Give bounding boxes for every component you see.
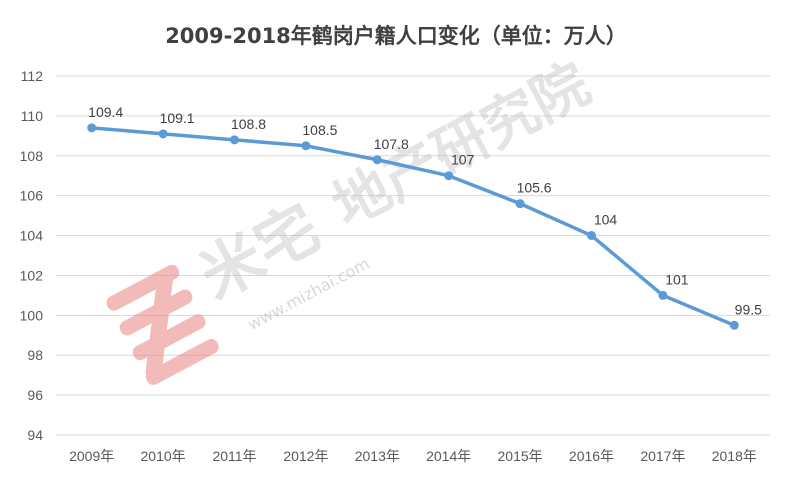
y-tick-label: 110 [21,108,44,124]
y-axis-ticks: 94 96 98 100 102 104 106 108 110 112 [20,68,44,443]
data-point [372,155,382,165]
series-line [89,126,737,328]
data-point [444,171,454,181]
data-point [230,135,239,145]
data-label: 99.5 [735,301,762,317]
data-label: 105.6 [517,180,552,196]
data-point [729,320,739,330]
data-label: 107.8 [374,136,409,152]
y-tick-label: 100 [20,307,44,323]
data-label: 109.4 [88,104,123,120]
watermark-sub: 地产研究院 [323,51,601,240]
data-point [87,123,97,133]
data-point [658,290,668,300]
x-tick-label: 2009年 [69,448,114,464]
x-tick-label: 2018年 [712,448,757,464]
x-tick-label: 2010年 [141,448,186,464]
x-tick-label: 2016年 [569,448,614,464]
y-tick-label: 94 [27,427,43,443]
data-points [87,123,739,330]
data-label: 108.5 [302,122,337,138]
data-label: 109.1 [160,110,195,126]
gridlines [56,75,770,436]
y-tick-label: 98 [27,347,43,363]
watermark: 米宅 地产研究院 www.mizhai.com [106,51,601,385]
data-point [158,129,168,139]
data-point [515,199,525,209]
y-tick-label: 96 [27,387,43,403]
y-tick-label: 104 [20,228,44,244]
x-tick-label: 2011年 [212,448,256,464]
data-label: 101 [665,271,689,287]
x-tick-label: 2013年 [355,448,400,464]
x-tick-label: 2017年 [640,448,685,464]
x-tick-label: 2015年 [498,448,543,464]
chart-title: 2009-2018年鹤岗户籍人口变化（单位：万人） [165,24,627,48]
y-tick-label: 112 [21,68,44,84]
data-labels: 109.4 109.1 108.8 108.5 107.8 107 105.6 104 101 9… [88,104,762,317]
data-label: 104 [594,212,618,228]
x-tick-label: 2014年 [426,448,471,464]
data-point [301,141,311,151]
data-label: 107 [451,152,475,168]
x-tick-label: 2012年 [283,448,328,464]
y-tick-label: 106 [20,188,44,204]
data-label: 108.8 [231,116,266,132]
watermark-logo-icon [106,264,219,385]
y-tick-label: 102 [20,267,44,283]
data-point [587,231,596,241]
y-tick-label: 108 [20,148,44,164]
x-axis-ticks: 2009年 2010年 2011年 2012年 2013年 2014年 2015年 2016年… [69,448,757,464]
